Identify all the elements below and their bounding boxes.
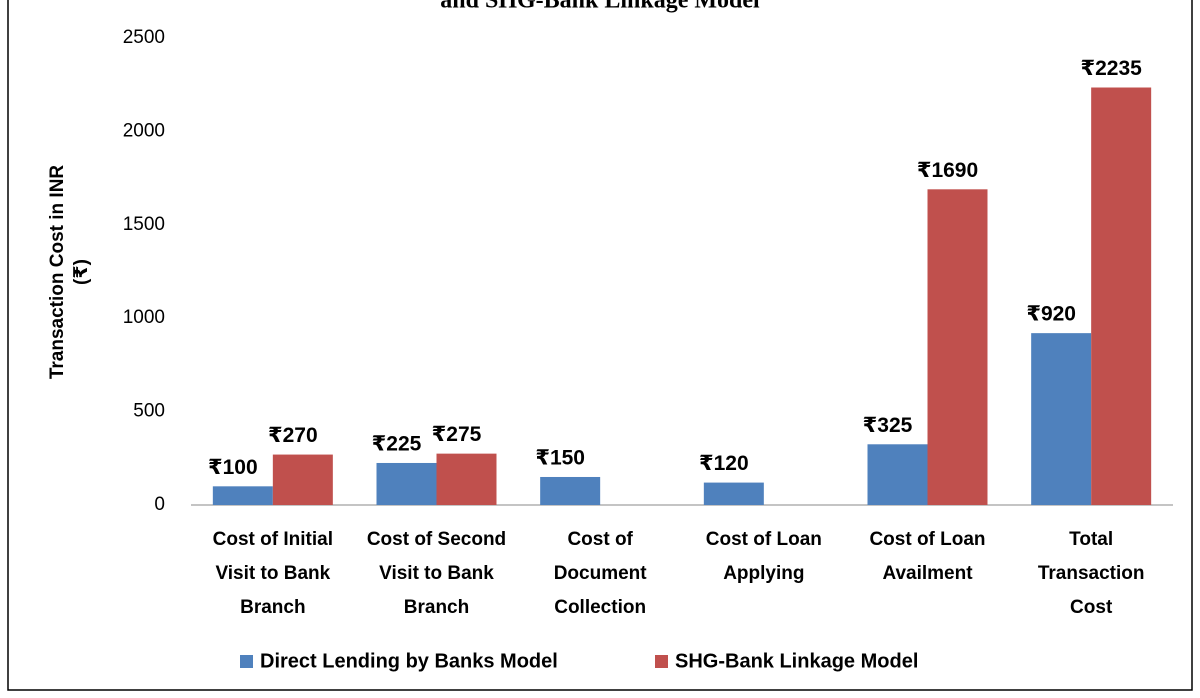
x-tick-label: Document	[554, 563, 648, 584]
data-label: ₹2235	[1080, 57, 1142, 80]
x-tick-label: Visit to Bank	[215, 563, 330, 584]
legend-label: SHG-Bank Linkage Model	[675, 650, 918, 672]
data-label: ₹275	[432, 423, 482, 446]
chart-title: and SHG-Bank Linkage Model	[440, 0, 760, 14]
x-tick-label: Visit to Bank	[379, 563, 494, 584]
x-tick-label: Cost	[1070, 597, 1113, 618]
data-label: ₹920	[1026, 303, 1076, 326]
chart-border	[7, 0, 1193, 691]
y-tick-label: 500	[133, 401, 165, 422]
x-tick-label: Branch	[240, 597, 305, 618]
y-axis-label: (₹)	[71, 259, 92, 285]
bar	[867, 444, 928, 505]
data-label: ₹225	[372, 433, 422, 456]
data-label: ₹325	[863, 414, 913, 437]
y-tick-label: 1500	[123, 214, 165, 235]
x-tick-label: Transaction	[1038, 563, 1145, 584]
x-tick-label: Applying	[723, 563, 804, 584]
x-tick-label: Total	[1069, 529, 1113, 550]
x-tick-label: Cost of	[567, 529, 633, 550]
bar	[1091, 87, 1152, 505]
x-tick-label: Cost of Initial	[213, 529, 333, 550]
bar	[212, 486, 273, 505]
bar	[376, 462, 437, 505]
bar	[927, 189, 988, 506]
y-axis-label: Transaction Cost in INR	[47, 165, 68, 380]
x-tick-label: Availment	[882, 563, 973, 584]
legend-swatch	[240, 655, 253, 668]
bar	[540, 476, 601, 505]
y-tick-label: 2500	[123, 27, 165, 48]
data-label: ₹270	[268, 424, 318, 447]
x-tick-label: Cost of Loan	[869, 529, 985, 550]
x-tick-label: Branch	[404, 597, 469, 618]
legend-swatch	[655, 655, 668, 668]
x-tick-label: Collection	[554, 597, 646, 618]
data-label: ₹150	[535, 447, 585, 470]
bar	[1031, 333, 1092, 505]
y-tick-label: 1000	[123, 307, 165, 328]
data-label: ₹100	[208, 456, 258, 479]
legend-label: Direct Lending by Banks Model	[260, 650, 558, 672]
bar	[436, 453, 497, 505]
x-tick-label: Cost of Second	[367, 529, 506, 550]
x-tick-label: Cost of Loan	[706, 529, 822, 550]
y-tick-label: 0	[154, 494, 165, 515]
data-label: ₹120	[699, 452, 749, 475]
bar	[703, 482, 764, 505]
bar	[272, 454, 333, 505]
y-tick-label: 2000	[123, 120, 165, 141]
data-label: ₹1690	[917, 159, 978, 182]
